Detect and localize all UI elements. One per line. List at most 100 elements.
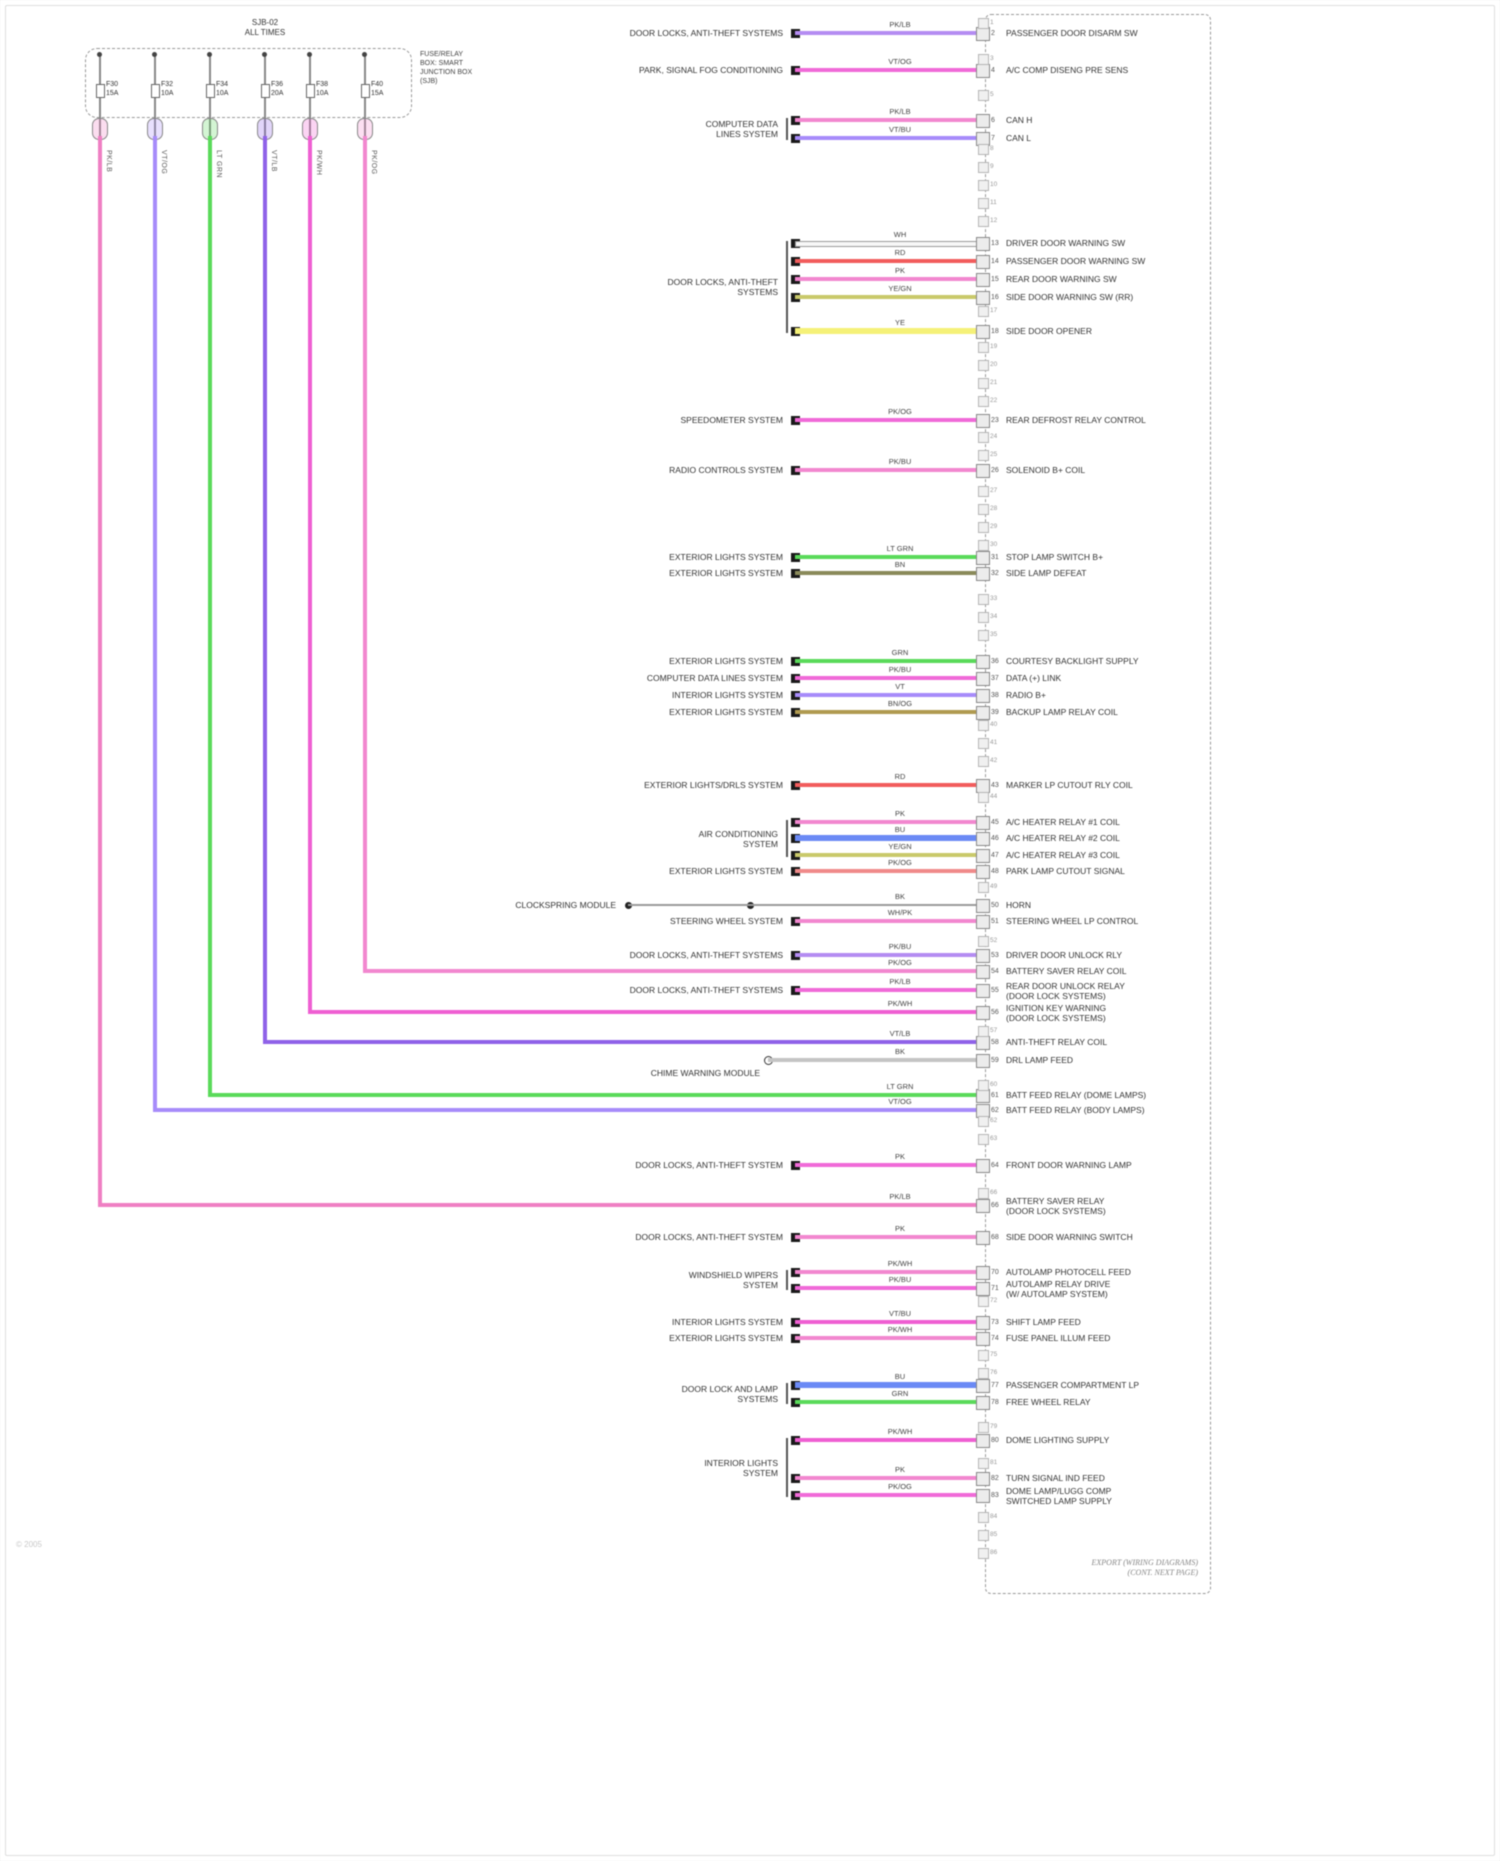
connector-pin [976, 689, 990, 703]
fuse-box-outline [85, 48, 412, 118]
wire-left-label: CLOCKSPRING MODULE [515, 900, 616, 910]
connector-pin [976, 915, 990, 929]
wire-horizontal [795, 555, 983, 559]
wire-color-code: BU [894, 825, 906, 834]
wire-color-code: PK/LB [889, 1192, 911, 1201]
pin-number: 74 [991, 1335, 999, 1342]
connector-pin [976, 464, 990, 478]
connector-pin [976, 1159, 990, 1173]
group-label: SYSTEM [743, 1280, 778, 1290]
group-label: SYSTEM [743, 838, 778, 849]
wire-horizontal [265, 1040, 983, 1044]
pin-number: 36 [991, 658, 999, 665]
connector-pin-empty [978, 144, 989, 155]
fuse-amp: 15A [371, 90, 384, 97]
pin-number-empty: 5 [990, 91, 994, 98]
pin-number-empty: 86 [990, 1549, 998, 1556]
fuse-terminal-dot [262, 52, 267, 57]
connector-pin [976, 1489, 990, 1503]
group-label: DOOR LOCKS, ANTI-THEFT [667, 277, 778, 287]
wire-horizontal [795, 835, 983, 841]
pin-number: 68 [991, 1234, 999, 1241]
connector-pin-empty [978, 180, 989, 191]
junction-left-label: CHIME WARNING MODULE [650, 1068, 760, 1078]
wire-horizontal [795, 118, 983, 122]
wire-left-label: DOOR LOCKS, ANTI-THEFT SYSTEM [635, 1232, 783, 1242]
wire-right-label: SWITCHED LAMP SUPPLY [1006, 1496, 1112, 1506]
wire-color-code: PK [894, 1152, 905, 1161]
wire-color-code: PK/BU [888, 457, 912, 466]
wire-left-label: RADIO CONTROLS SYSTEM [669, 465, 783, 475]
connector-pin-empty [978, 1350, 989, 1361]
pin-number-empty: 20 [990, 361, 998, 368]
wire-horizontal [768, 1058, 983, 1062]
wire-right-label: BATTERY SAVER RELAY COIL [1006, 966, 1127, 976]
connector-pin [976, 706, 990, 720]
pin-number: 32 [991, 570, 999, 577]
wire-color-code: PK/WH [887, 1259, 913, 1268]
group-label: SYSTEM [743, 1467, 778, 1478]
wire-left-label: PARK, SIGNAL FOG CONDITIONING [638, 65, 783, 75]
wire-vertical [263, 136, 267, 1044]
group-label: INTERIOR LIGHTS [704, 1457, 778, 1468]
wire-right-label: REAR DOOR WARNING SW [1006, 274, 1117, 284]
group-label: WINDSHIELD WIPERS [688, 1270, 778, 1280]
wire-color-code: BK [894, 892, 905, 901]
group-bracket [786, 118, 788, 140]
wire-right-label: IGNITION KEY WARNING [1006, 1003, 1107, 1013]
wire-horizontal [795, 1320, 983, 1324]
fuse-name: F36 [271, 81, 284, 88]
connector-pin [976, 816, 990, 830]
wire-horizontal [155, 1108, 983, 1112]
wire-left-label: EXTERIOR LIGHTS SYSTEM [669, 552, 783, 562]
wire-right-label: STEERING WHEEL LP CONTROL [1006, 916, 1139, 926]
pin-number-empty: 35 [990, 631, 998, 638]
fuse-amp: 20A [271, 90, 284, 97]
wire-color-code: LT GRN [886, 1082, 914, 1091]
connector-box-outline [985, 14, 1211, 1594]
pin-number: 78 [991, 1399, 999, 1406]
wire-horizontal [795, 988, 983, 992]
pin-number: 14 [991, 258, 999, 265]
fuse-terminal-dot [207, 52, 212, 57]
wire-color-code: BN [894, 560, 906, 569]
pin-number: 18 [991, 328, 999, 335]
connector-pin [976, 1199, 990, 1213]
connector-pin-empty [978, 738, 989, 749]
connector-pin [976, 27, 990, 41]
connector-pin-empty [978, 342, 989, 353]
wire-right-label: BATTERY SAVER RELAY [1006, 1196, 1105, 1206]
pin-number-empty: 81 [990, 1459, 998, 1466]
connector-pin-empty [978, 432, 989, 443]
group-bracket [786, 820, 788, 857]
connector-pin [976, 64, 990, 78]
wire-right-label: SIDE DOOR WARNING SW (RR) [1006, 292, 1134, 302]
connector-pin-empty [978, 594, 989, 605]
wire-right-label: FRONT DOOR WARNING LAMP [1006, 1160, 1132, 1170]
fuse-box-side-note-line: (SJB) [420, 78, 438, 85]
wire-code-vertical: VT/LB [270, 150, 277, 172]
wire-horizontal [795, 1235, 983, 1239]
connector-pin-empty [978, 1530, 989, 1541]
group-label: COMPUTER DATA [705, 119, 778, 129]
connector-pin [976, 949, 990, 963]
wire-code-vertical: PK/WH [315, 150, 322, 176]
connector-footer-line2: (CONT. NEXT PAGE) [1127, 1568, 1198, 1577]
wire-color-code: PK [894, 266, 905, 275]
wire-vertical [208, 136, 212, 1097]
connector-pin-empty [978, 1512, 989, 1523]
group-label: DOOR LOCK AND LAMP [681, 1383, 778, 1394]
pin-number-empty: 10 [990, 181, 998, 188]
wire-color-code: PK/OG [888, 858, 912, 867]
pin-number: 37 [991, 675, 999, 682]
wire-right-label: BATT FEED RELAY (BODY LAMPS) [1006, 1105, 1145, 1115]
pin-number: 51 [991, 918, 999, 925]
connector-pin-empty [978, 504, 989, 515]
pin-number: 71 [991, 1285, 999, 1292]
connector-pin [976, 1089, 990, 1103]
watermark: © 2005 [16, 1540, 42, 1549]
wire-right-label: DATA (+) LINK [1006, 673, 1062, 683]
pin-number: 80 [991, 1437, 999, 1444]
fuse-box-side-note-line: FUSE/RELAY [420, 51, 464, 58]
